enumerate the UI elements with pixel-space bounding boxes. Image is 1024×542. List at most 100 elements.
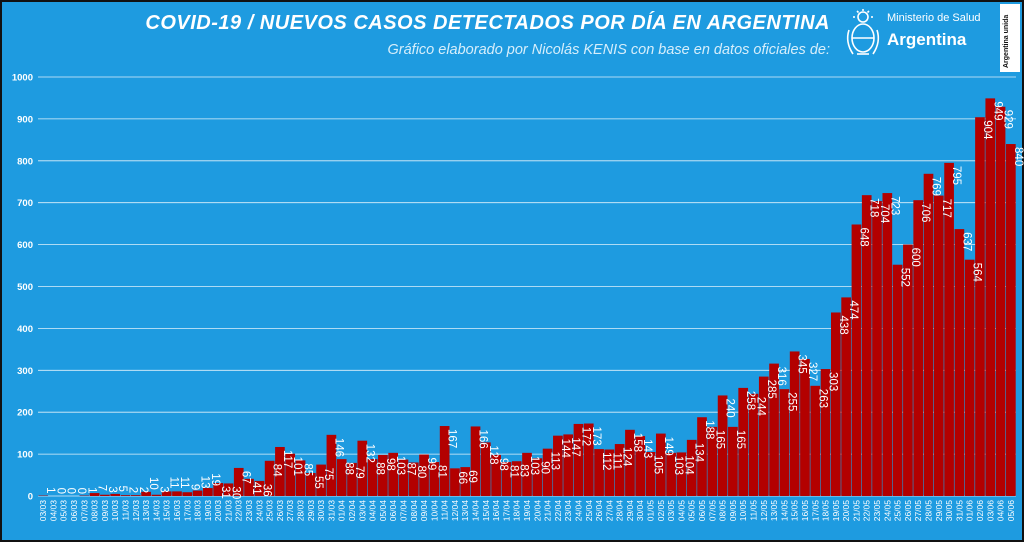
bar [295,460,306,496]
data-label: 637 [960,232,972,251]
x-tick-label: 09/05 [728,500,738,522]
bar [378,454,388,496]
x-tick-label: 21/04 [543,500,553,522]
x-tick-label: 06/03 [69,500,79,522]
x-tick-label: 06/04 [388,500,398,522]
data-label: 149 [662,437,674,456]
x-tick-label: 28/03 [296,500,306,522]
x-tick-label: 13/04 [460,500,470,522]
data-label: 704 [878,204,890,224]
bar [491,454,501,496]
data-label: 165 [713,430,725,449]
bar [779,389,790,496]
x-tick-label: 01/05 [646,500,656,522]
data-label: 3 [106,486,118,492]
x-tick-label: 17/05 [810,500,820,522]
data-label: 10 [147,477,159,490]
data-label: 929 [1002,110,1014,129]
argentina-unida-badge: Argentina unida [1000,4,1020,72]
x-tick-label: 16/05 [800,500,810,522]
x-tick-label: 26/03 [275,500,285,522]
chart-subtitle: Gráfico elaborado por Nicolás KENIS con … [387,42,831,58]
data-label: 55 [312,476,324,489]
bar [275,446,285,496]
x-tick-label: 20/03 [213,500,223,522]
bar [944,162,954,496]
x-tick-label: 24/04 [573,500,583,522]
x-tick-label: 08/04 [409,500,419,522]
x-tick-label: 12/03 [131,500,141,522]
x-tick-label: 03/03 [38,500,48,522]
data-label: 79 [353,466,365,479]
bar [748,393,759,496]
y-tick-label: 600 [17,240,33,251]
x-tick-label: 31/05 [954,500,964,522]
x-tick-label: 16/04 [491,500,501,522]
x-tick-label: 30/04 [635,500,645,522]
data-label: 41 [250,482,262,495]
data-label: 111 [610,452,622,469]
bar [666,452,676,496]
bar [347,462,357,496]
x-tick-label: 19/04 [522,500,532,522]
x-tick-label: 11/05 [748,500,758,521]
bar [357,440,368,496]
bar [172,491,182,496]
data-label: 11 [168,477,180,489]
data-label: 795 [950,166,962,185]
data-label: 36 [260,484,272,497]
bar [995,106,1006,497]
x-tick-label: 18/04 [512,500,522,522]
data-label: 81 [507,465,519,478]
bar [110,493,121,496]
data-label: 80 [415,465,427,478]
x-tick-label: 17/04 [501,500,511,522]
data-label: 31 [219,486,231,499]
data-label: 112 [600,452,612,470]
data-label: 285 [765,380,777,399]
x-tick-label: 10/04 [429,500,439,522]
data-label: 303 [827,372,839,391]
x-tick-label: 02/06 [975,500,985,522]
x-tick-label: 22/04 [553,500,563,522]
data-label: 124 [621,447,633,467]
bar [1006,144,1016,497]
x-tick-label: 05/04 [378,500,388,522]
bar [192,490,203,496]
data-label: 113 [549,452,561,470]
data-label: 85 [302,463,314,476]
x-tick-label: 02/05 [656,500,666,522]
x-tick-label: 27/04 [604,500,614,522]
bar [285,453,296,496]
x-tick-label: 01/06 [965,500,975,522]
y-tick-label: 900 [17,114,33,125]
bar [336,459,347,496]
bar [141,491,151,496]
data-label: 188 [703,420,715,439]
x-tick-label: 14/03 [151,500,161,522]
bar [614,444,625,496]
bar [655,433,666,496]
data-label: 88 [343,462,355,475]
data-label: 103 [528,456,540,475]
x-tick-label: 17/03 [182,500,192,522]
x-tick-label: 30/05 [944,500,954,522]
bar [470,426,481,496]
data-label: 103 [672,456,684,475]
data-label: 255 [785,392,797,411]
data-label: 345 [796,354,808,373]
bar [305,472,316,496]
bar [388,452,399,496]
x-tick-label: 11/04 [440,500,450,521]
x-tick-label: 29/03 [306,500,316,522]
data-label: 117 [281,450,293,468]
data-label: 103 [394,456,406,475]
data-label: 9 [188,484,200,490]
data-label: 105 [652,455,664,474]
x-tick-label: 31/03 [326,500,336,522]
bar [367,459,378,496]
data-label: 158 [631,433,643,452]
bar [480,442,491,496]
data-label: 648 [857,227,869,246]
x-tick-label: 04/04 [368,500,378,522]
